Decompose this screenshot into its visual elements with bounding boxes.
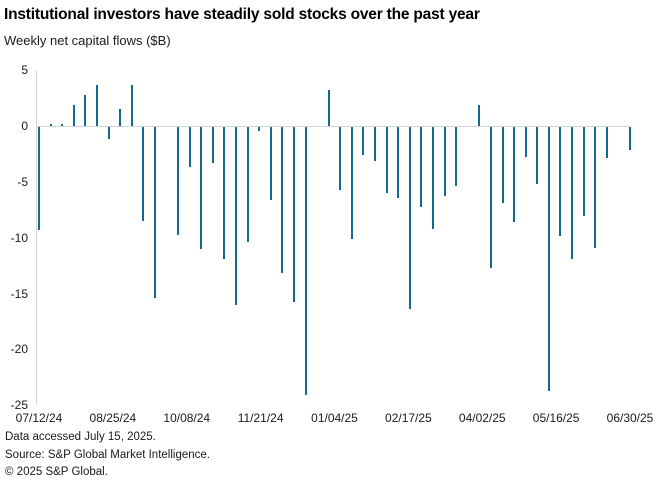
- bar: [270, 127, 272, 200]
- bar: [212, 127, 214, 163]
- bar: [444, 127, 446, 196]
- bar: [455, 127, 457, 186]
- zero-baseline: [36, 126, 630, 127]
- bar: [351, 127, 353, 239]
- x-tick-label: 04/02/25: [458, 411, 506, 425]
- bar: [281, 127, 283, 273]
- chart-subtitle: Weekly net capital flows ($B): [4, 33, 171, 48]
- bar: [223, 127, 225, 259]
- chart-title: Institutional investors have steadily so…: [4, 6, 480, 23]
- bar: [142, 127, 144, 221]
- bar: [50, 124, 52, 126]
- x-tick-label: 01/04/25: [311, 411, 358, 425]
- y-tick-label: -15: [10, 286, 28, 301]
- bar: [119, 109, 121, 126]
- bar: [525, 127, 527, 157]
- bar: [84, 95, 86, 126]
- bar: [583, 127, 585, 216]
- y-tick-label: -10: [10, 230, 28, 245]
- x-tick-label: 11/21/24: [237, 411, 284, 425]
- x-tick-label: 05/16/25: [532, 411, 580, 425]
- footnote-data-accessed: Data accessed July 15, 2025.: [5, 431, 156, 443]
- footnote-copyright: © 2025 S&P Global.: [5, 466, 108, 478]
- bar: [189, 127, 191, 167]
- bar: [339, 127, 341, 190]
- x-tick-label: 02/17/25: [385, 411, 432, 425]
- y-tick-label: 5: [21, 63, 28, 78]
- bar: [177, 127, 179, 235]
- bar: [629, 127, 631, 150]
- plot-area: 5 0 -5 -10 -15 -20 -25 07/12/24 08/25/24 10/08/24…: [0, 60, 660, 430]
- bar: [108, 127, 110, 139]
- y-tick-label: -25: [10, 398, 28, 413]
- bar: [38, 127, 40, 230]
- bar: [536, 127, 538, 184]
- bar: [502, 127, 504, 203]
- bar: [96, 85, 98, 126]
- bar: [397, 127, 399, 198]
- bar: [305, 127, 307, 395]
- bar: [571, 127, 573, 259]
- bar: [606, 127, 608, 158]
- x-tick-label: 07/12/24: [15, 411, 63, 425]
- bar: [328, 90, 330, 126]
- bar: [73, 105, 75, 126]
- bar: [154, 127, 156, 298]
- x-tick-label: 08/25/24: [89, 411, 137, 425]
- bar: [478, 105, 480, 126]
- x-tick-label: 06/30/25: [606, 411, 654, 425]
- bar: [559, 127, 561, 236]
- bar: [432, 127, 434, 229]
- chart-footnotes: Data accessed July 15, 2025. Source: S&P…: [5, 429, 210, 482]
- bar: [409, 127, 411, 309]
- y-tick-label: 0: [21, 119, 28, 133]
- bar: [61, 124, 63, 126]
- bar: [374, 127, 376, 161]
- bar: [594, 127, 596, 248]
- y-tick-label: -20: [10, 342, 28, 357]
- bar: [490, 127, 492, 268]
- footnote-source: Source: S&P Global Market Intelligence.: [5, 448, 210, 461]
- bar: [293, 127, 295, 302]
- bar: [131, 85, 133, 126]
- bar: [513, 127, 515, 222]
- bar: [258, 127, 260, 131]
- bar: [247, 127, 249, 242]
- y-tick-label: -5: [17, 174, 28, 189]
- bar: [200, 127, 202, 249]
- bar: [235, 127, 237, 305]
- bar: [420, 127, 422, 207]
- bar: [548, 127, 550, 391]
- bar: [362, 127, 364, 155]
- bar: [386, 127, 388, 193]
- x-tick-label: 10/08/24: [163, 411, 211, 425]
- y-axis-line: [36, 70, 37, 405]
